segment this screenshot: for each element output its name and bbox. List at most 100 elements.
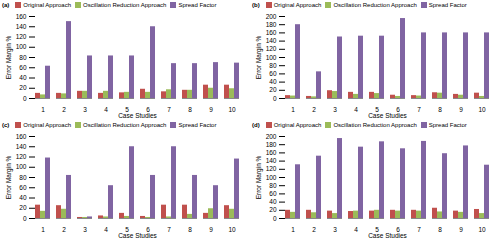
svg-text:1: 1 bbox=[291, 106, 295, 113]
svg-text:8: 8 bbox=[188, 226, 192, 233]
svg-text:Case Studies: Case Studies bbox=[118, 112, 157, 119]
svg-text:Error Margin %: Error Margin % bbox=[255, 155, 263, 199]
svg-text:0: 0 bbox=[23, 215, 27, 222]
html-text:Oscillation Reduction Approach: Oscillation Reduction Approach bbox=[83, 122, 167, 128]
svg-text:3: 3 bbox=[83, 106, 87, 113]
svg-text:7: 7 bbox=[167, 226, 171, 233]
svg-text:140: 140 bbox=[16, 23, 27, 30]
svg-text:1: 1 bbox=[41, 226, 45, 233]
svg-text:8: 8 bbox=[188, 106, 192, 113]
html-text:Original Approach: Original Approach bbox=[273, 2, 322, 8]
svg-text:40: 40 bbox=[269, 198, 277, 205]
html-text:(c): (c) bbox=[2, 122, 10, 128]
html-text:Spread Factor: Spread Factor bbox=[428, 2, 467, 8]
svg-text:10: 10 bbox=[478, 226, 486, 233]
svg-text:10: 10 bbox=[228, 106, 236, 113]
svg-text:20: 20 bbox=[269, 86, 277, 93]
svg-text:120: 120 bbox=[266, 45, 277, 52]
html-text:(b): (b) bbox=[252, 2, 260, 8]
svg-text:100: 100 bbox=[16, 163, 27, 170]
svg-text:Error Margin %: Error Margin % bbox=[5, 35, 13, 79]
svg-text:100: 100 bbox=[16, 43, 27, 50]
svg-text:200: 200 bbox=[266, 13, 277, 20]
html-text:Original Approach: Original Approach bbox=[273, 122, 322, 128]
svg-text:5: 5 bbox=[125, 106, 129, 114]
svg-text:Case Studies: Case Studies bbox=[368, 112, 407, 119]
svg-text:4: 4 bbox=[354, 226, 358, 233]
svg-text:8: 8 bbox=[438, 226, 442, 233]
svg-text:8: 8 bbox=[438, 106, 442, 113]
html-text:Spread Factor: Spread Factor bbox=[178, 122, 217, 128]
svg-text:2: 2 bbox=[312, 106, 316, 113]
svg-text:140: 140 bbox=[266, 37, 277, 44]
svg-text:80: 80 bbox=[19, 174, 27, 181]
svg-text:10: 10 bbox=[478, 106, 486, 113]
svg-text:120: 120 bbox=[266, 165, 277, 172]
svg-text:20: 20 bbox=[19, 84, 27, 91]
svg-text:Error Margin %: Error Margin % bbox=[5, 155, 13, 199]
svg-text:20: 20 bbox=[269, 206, 277, 213]
svg-text:6: 6 bbox=[146, 106, 150, 114]
html-text:Spread Factor: Spread Factor bbox=[178, 2, 217, 8]
svg-text:6: 6 bbox=[396, 106, 400, 114]
svg-text:160: 160 bbox=[266, 29, 277, 36]
svg-text:60: 60 bbox=[269, 70, 277, 77]
svg-text:180: 180 bbox=[266, 141, 277, 148]
svg-text:Error Margin %: Error Margin % bbox=[255, 35, 263, 79]
svg-text:Case Studies: Case Studies bbox=[368, 232, 407, 239]
svg-text:160: 160 bbox=[16, 13, 27, 20]
html-text:Original Approach: Original Approach bbox=[23, 122, 71, 128]
svg-text:Case Studies: Case Studies bbox=[118, 232, 157, 239]
svg-text:9: 9 bbox=[459, 226, 463, 233]
svg-text:60: 60 bbox=[269, 190, 277, 197]
svg-text:4: 4 bbox=[104, 226, 108, 233]
svg-text:4: 4 bbox=[104, 106, 108, 113]
svg-text:0: 0 bbox=[23, 95, 27, 102]
svg-text:160: 160 bbox=[16, 133, 27, 140]
svg-text:10: 10 bbox=[228, 226, 236, 233]
svg-text:9: 9 bbox=[459, 106, 463, 113]
svg-text:180: 180 bbox=[266, 21, 277, 28]
svg-text:20: 20 bbox=[19, 204, 27, 211]
svg-text:40: 40 bbox=[269, 78, 277, 85]
svg-text:7: 7 bbox=[417, 106, 421, 113]
html-text:Oscillation Reduction Approach: Oscillation Reduction Approach bbox=[333, 122, 417, 128]
svg-text:4: 4 bbox=[354, 106, 358, 113]
svg-text:9: 9 bbox=[209, 226, 213, 233]
svg-text:200: 200 bbox=[266, 133, 277, 140]
svg-text:60: 60 bbox=[19, 184, 27, 191]
svg-text:160: 160 bbox=[266, 149, 277, 156]
svg-text:5: 5 bbox=[375, 106, 379, 114]
svg-text:100: 100 bbox=[266, 54, 277, 61]
svg-text:1: 1 bbox=[41, 106, 45, 113]
svg-text:80: 80 bbox=[269, 62, 277, 69]
svg-text:2: 2 bbox=[62, 106, 66, 113]
svg-text:9: 9 bbox=[209, 106, 213, 113]
html-text:Original Approach: Original Approach bbox=[23, 2, 71, 8]
svg-text:80: 80 bbox=[19, 54, 27, 61]
svg-text:40: 40 bbox=[19, 74, 27, 81]
svg-text:120: 120 bbox=[16, 153, 27, 160]
svg-text:3: 3 bbox=[333, 226, 337, 233]
svg-text:80: 80 bbox=[269, 182, 277, 189]
svg-text:60: 60 bbox=[19, 64, 27, 71]
svg-text:140: 140 bbox=[266, 157, 277, 164]
svg-text:120: 120 bbox=[16, 33, 27, 40]
svg-text:0: 0 bbox=[273, 95, 277, 102]
svg-text:3: 3 bbox=[333, 106, 337, 113]
svg-text:7: 7 bbox=[167, 106, 171, 113]
svg-text:0: 0 bbox=[273, 215, 277, 222]
svg-text:2: 2 bbox=[62, 226, 66, 233]
svg-text:140: 140 bbox=[16, 143, 27, 150]
html-text:Spread Factor: Spread Factor bbox=[428, 122, 467, 128]
html-text:(d): (d) bbox=[252, 122, 260, 128]
html-text:Oscillation Reduction Approach: Oscillation Reduction Approach bbox=[83, 2, 167, 8]
svg-text:100: 100 bbox=[266, 174, 277, 181]
svg-text:3: 3 bbox=[83, 226, 87, 233]
html-text:(a): (a) bbox=[2, 2, 10, 8]
html-text:Oscillation Reduction Approach: Oscillation Reduction Approach bbox=[333, 2, 417, 8]
svg-text:40: 40 bbox=[19, 194, 27, 201]
svg-text:1: 1 bbox=[291, 226, 295, 233]
svg-text:2: 2 bbox=[312, 226, 316, 233]
svg-text:7: 7 bbox=[417, 226, 421, 233]
